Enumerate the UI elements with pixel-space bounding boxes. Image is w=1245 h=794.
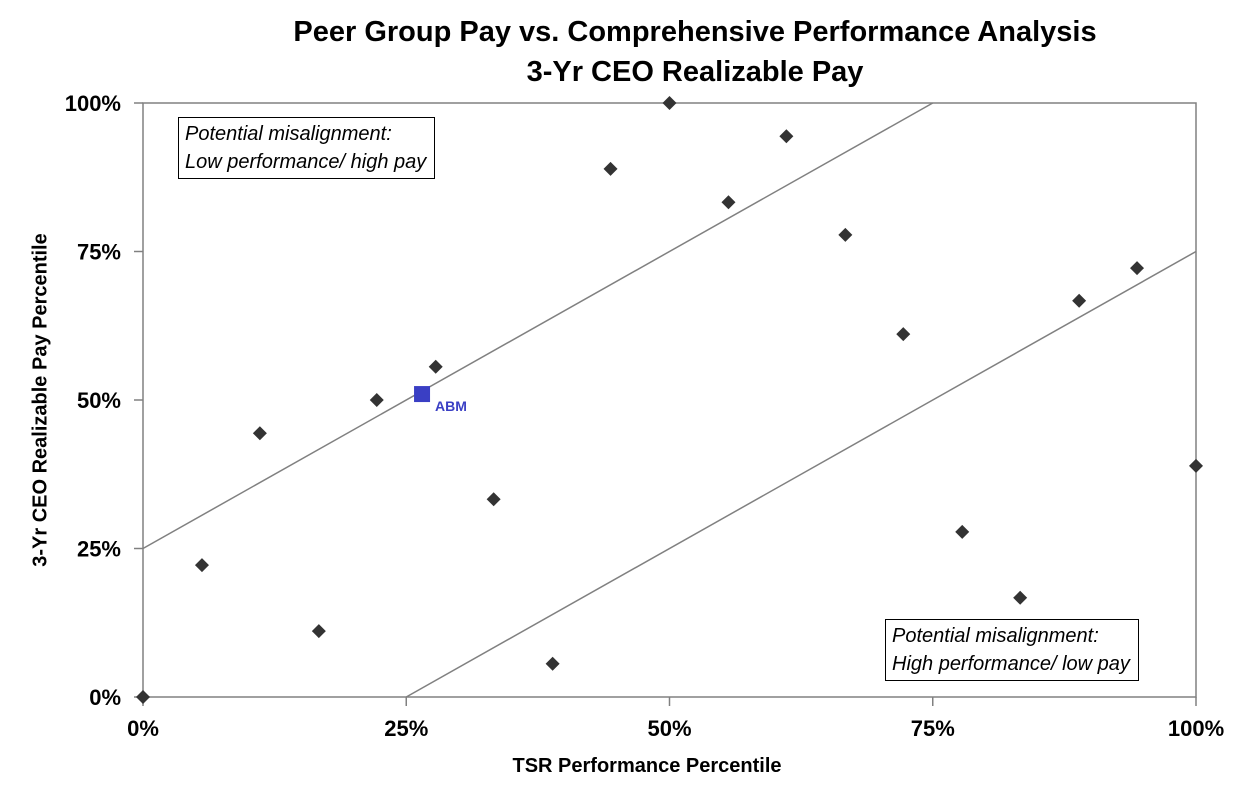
- annotation-line: Potential misalignment:: [185, 123, 392, 145]
- data-point-peer: [545, 656, 560, 671]
- data-point-peer: [896, 327, 911, 342]
- data-label-abm: ABM: [435, 398, 467, 414]
- y-tick-label: 100%: [65, 91, 121, 116]
- data-point-peer: [955, 524, 970, 539]
- data-point-peer: [662, 96, 677, 110]
- axis-ticks: 0% 25% 50% 75% 100% 0% 25% 50% 75% 100%: [65, 91, 1224, 741]
- reference-line-lower-band: [405, 250, 1197, 698]
- data-point-peer: [838, 227, 853, 242]
- annotation-low-performance-high-pay: Potential misalignment: Low performance/…: [178, 117, 436, 179]
- y-tick-label: 25%: [77, 537, 121, 562]
- chart-subtitle: 3-Yr CEO Realizable Pay: [526, 56, 864, 88]
- y-tick-label: 75%: [77, 240, 121, 265]
- annotation-line: Low performance/ high pay: [185, 151, 427, 173]
- data-point-peer: [721, 195, 736, 210]
- data-point-peer: [194, 558, 209, 573]
- data-point-peer: [603, 161, 618, 176]
- y-axis-label: 3-Yr CEO Realizable Pay Percentile: [29, 233, 52, 567]
- x-axis-label: TSR Performance Percentile: [512, 755, 782, 777]
- reference-lines: [142, 102, 1197, 698]
- data-point-peer: [136, 690, 150, 704]
- data-point-peer: [486, 492, 501, 507]
- data-point-peer: [1013, 590, 1028, 605]
- x-tick-label: 0%: [127, 716, 159, 741]
- data-point-peer: [779, 129, 794, 144]
- x-tick-label: 50%: [647, 716, 691, 741]
- annotation-high-performance-low-pay: Potential misalignment: High performance…: [885, 619, 1139, 681]
- data-point-peer: [369, 393, 384, 407]
- data-point-peer: [1189, 458, 1203, 473]
- data-point-peer: [252, 426, 267, 441]
- annotation-line: Potential misalignment:: [892, 625, 1099, 647]
- data-point-peer: [1072, 293, 1087, 308]
- annotation-line: High performance/ low pay: [892, 653, 1130, 675]
- x-tick-label: 100%: [1168, 716, 1224, 741]
- y-tick-label: 0%: [89, 685, 121, 710]
- data-point-peer: [311, 624, 326, 639]
- data-point-abm: [414, 386, 431, 403]
- plot-area: [142, 102, 1197, 698]
- x-tick-label: 75%: [911, 716, 955, 741]
- data-point-peer: [428, 359, 443, 374]
- reference-line-upper-band: [142, 102, 934, 550]
- chart-title: Peer Group Pay vs. Comprehensive Perform…: [293, 16, 1097, 48]
- x-tick-label: 25%: [384, 716, 428, 741]
- data-point-peer: [1130, 261, 1145, 276]
- y-tick-label: 50%: [77, 388, 121, 413]
- data-points: ABM: [136, 96, 1203, 704]
